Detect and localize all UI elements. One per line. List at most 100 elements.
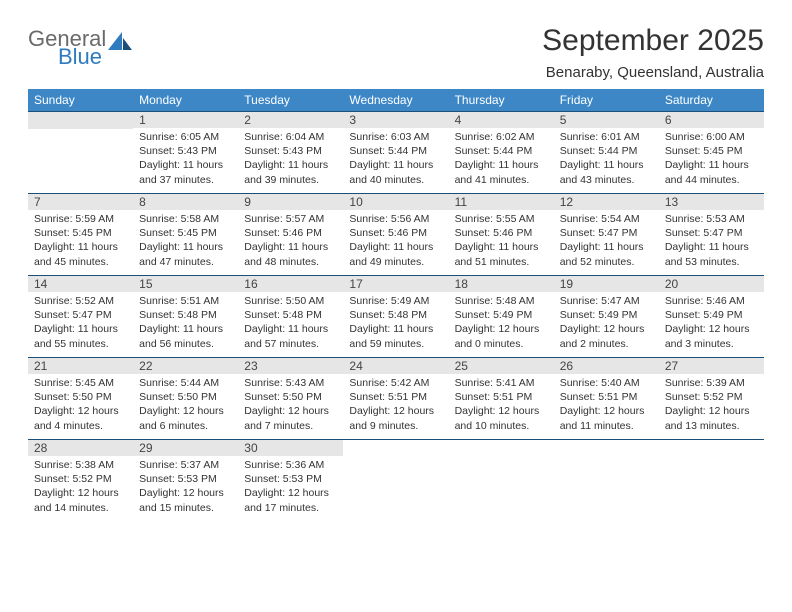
day-number: 18 bbox=[449, 276, 554, 292]
day-number: 25 bbox=[449, 358, 554, 374]
weekday-row: SundayMondayTuesdayWednesdayThursdayFrid… bbox=[28, 89, 764, 112]
day-details: Sunrise: 6:05 AMSunset: 5:43 PMDaylight:… bbox=[133, 128, 238, 191]
day-number: 20 bbox=[659, 276, 764, 292]
day-number: 19 bbox=[554, 276, 659, 292]
day-details: Sunrise: 5:44 AMSunset: 5:50 PMDaylight:… bbox=[133, 374, 238, 437]
calendar-week: 21Sunrise: 5:45 AMSunset: 5:50 PMDayligh… bbox=[28, 358, 764, 440]
calendar-cell: 3Sunrise: 6:03 AMSunset: 5:44 PMDaylight… bbox=[343, 112, 448, 194]
day-details: Sunrise: 6:03 AMSunset: 5:44 PMDaylight:… bbox=[343, 128, 448, 191]
day-details: Sunrise: 5:55 AMSunset: 5:46 PMDaylight:… bbox=[449, 210, 554, 273]
day-number: 12 bbox=[554, 194, 659, 210]
day-number: 9 bbox=[238, 194, 343, 210]
calendar-week: 28Sunrise: 5:38 AMSunset: 5:52 PMDayligh… bbox=[28, 440, 764, 522]
calendar-cell: 4Sunrise: 6:02 AMSunset: 5:44 PMDaylight… bbox=[449, 112, 554, 194]
day-details: Sunrise: 5:59 AMSunset: 5:45 PMDaylight:… bbox=[28, 210, 133, 273]
calendar-cell: 10Sunrise: 5:56 AMSunset: 5:46 PMDayligh… bbox=[343, 194, 448, 276]
day-number: 1 bbox=[133, 112, 238, 128]
day-details: Sunrise: 5:36 AMSunset: 5:53 PMDaylight:… bbox=[238, 456, 343, 519]
calendar-cell: 12Sunrise: 5:54 AMSunset: 5:47 PMDayligh… bbox=[554, 194, 659, 276]
calendar-cell: 26Sunrise: 5:40 AMSunset: 5:51 PMDayligh… bbox=[554, 358, 659, 440]
calendar-cell bbox=[343, 440, 448, 522]
day-number: 10 bbox=[343, 194, 448, 210]
calendar-cell: 13Sunrise: 5:53 AMSunset: 5:47 PMDayligh… bbox=[659, 194, 764, 276]
weekday-header: Sunday bbox=[28, 89, 133, 112]
day-details: Sunrise: 5:43 AMSunset: 5:50 PMDaylight:… bbox=[238, 374, 343, 437]
calendar-cell: 5Sunrise: 6:01 AMSunset: 5:44 PMDaylight… bbox=[554, 112, 659, 194]
location-text: Benaraby, Queensland, Australia bbox=[542, 64, 764, 81]
day-number-empty bbox=[28, 112, 133, 129]
calendar-body: 1Sunrise: 6:05 AMSunset: 5:43 PMDaylight… bbox=[28, 112, 764, 522]
calendar-cell: 20Sunrise: 5:46 AMSunset: 5:49 PMDayligh… bbox=[659, 276, 764, 358]
day-number: 16 bbox=[238, 276, 343, 292]
calendar-cell: 17Sunrise: 5:49 AMSunset: 5:48 PMDayligh… bbox=[343, 276, 448, 358]
day-details: Sunrise: 5:39 AMSunset: 5:52 PMDaylight:… bbox=[659, 374, 764, 437]
day-number: 26 bbox=[554, 358, 659, 374]
calendar-table: SundayMondayTuesdayWednesdayThursdayFrid… bbox=[28, 89, 764, 522]
calendar-cell: 1Sunrise: 6:05 AMSunset: 5:43 PMDaylight… bbox=[133, 112, 238, 194]
weekday-header: Wednesday bbox=[343, 89, 448, 112]
calendar-cell: 23Sunrise: 5:43 AMSunset: 5:50 PMDayligh… bbox=[238, 358, 343, 440]
calendar-cell bbox=[659, 440, 764, 522]
calendar-cell: 27Sunrise: 5:39 AMSunset: 5:52 PMDayligh… bbox=[659, 358, 764, 440]
day-number: 21 bbox=[28, 358, 133, 374]
day-number: 7 bbox=[28, 194, 133, 210]
day-details: Sunrise: 5:41 AMSunset: 5:51 PMDaylight:… bbox=[449, 374, 554, 437]
weekday-header: Thursday bbox=[449, 89, 554, 112]
calendar-cell: 29Sunrise: 5:37 AMSunset: 5:53 PMDayligh… bbox=[133, 440, 238, 522]
day-details: Sunrise: 5:58 AMSunset: 5:45 PMDaylight:… bbox=[133, 210, 238, 273]
day-details: Sunrise: 5:42 AMSunset: 5:51 PMDaylight:… bbox=[343, 374, 448, 437]
day-number: 17 bbox=[343, 276, 448, 292]
calendar-page: General Blue September 2025 Benaraby, Qu… bbox=[0, 0, 792, 532]
calendar-week: 1Sunrise: 6:05 AMSunset: 5:43 PMDaylight… bbox=[28, 112, 764, 194]
calendar-cell: 28Sunrise: 5:38 AMSunset: 5:52 PMDayligh… bbox=[28, 440, 133, 522]
calendar-cell: 6Sunrise: 6:00 AMSunset: 5:45 PMDaylight… bbox=[659, 112, 764, 194]
day-number: 28 bbox=[28, 440, 133, 456]
day-number: 24 bbox=[343, 358, 448, 374]
day-number: 11 bbox=[449, 194, 554, 210]
calendar-cell: 24Sunrise: 5:42 AMSunset: 5:51 PMDayligh… bbox=[343, 358, 448, 440]
weekday-header: Monday bbox=[133, 89, 238, 112]
calendar-head: SundayMondayTuesdayWednesdayThursdayFrid… bbox=[28, 89, 764, 112]
day-number: 27 bbox=[659, 358, 764, 374]
weekday-header: Friday bbox=[554, 89, 659, 112]
day-details: Sunrise: 5:52 AMSunset: 5:47 PMDaylight:… bbox=[28, 292, 133, 355]
day-details: Sunrise: 5:46 AMSunset: 5:49 PMDaylight:… bbox=[659, 292, 764, 355]
logo: General Blue bbox=[28, 24, 132, 68]
month-title: September 2025 bbox=[542, 24, 764, 58]
day-details: Sunrise: 5:51 AMSunset: 5:48 PMDaylight:… bbox=[133, 292, 238, 355]
calendar-cell: 21Sunrise: 5:45 AMSunset: 5:50 PMDayligh… bbox=[28, 358, 133, 440]
day-details: Sunrise: 6:01 AMSunset: 5:44 PMDaylight:… bbox=[554, 128, 659, 191]
day-number: 23 bbox=[238, 358, 343, 374]
day-details: Sunrise: 5:53 AMSunset: 5:47 PMDaylight:… bbox=[659, 210, 764, 273]
day-number: 8 bbox=[133, 194, 238, 210]
day-details: Sunrise: 5:45 AMSunset: 5:50 PMDaylight:… bbox=[28, 374, 133, 437]
logo-text-blue: Blue bbox=[58, 46, 132, 68]
day-number: 2 bbox=[238, 112, 343, 128]
page-header: General Blue September 2025 Benaraby, Qu… bbox=[28, 24, 764, 81]
day-details: Sunrise: 6:00 AMSunset: 5:45 PMDaylight:… bbox=[659, 128, 764, 191]
day-details: Sunrise: 5:37 AMSunset: 5:53 PMDaylight:… bbox=[133, 456, 238, 519]
calendar-cell: 9Sunrise: 5:57 AMSunset: 5:46 PMDaylight… bbox=[238, 194, 343, 276]
day-details: Sunrise: 5:54 AMSunset: 5:47 PMDaylight:… bbox=[554, 210, 659, 273]
day-number: 13 bbox=[659, 194, 764, 210]
day-number: 3 bbox=[343, 112, 448, 128]
day-details: Sunrise: 5:48 AMSunset: 5:49 PMDaylight:… bbox=[449, 292, 554, 355]
calendar-cell: 11Sunrise: 5:55 AMSunset: 5:46 PMDayligh… bbox=[449, 194, 554, 276]
calendar-week: 7Sunrise: 5:59 AMSunset: 5:45 PMDaylight… bbox=[28, 194, 764, 276]
calendar-cell: 15Sunrise: 5:51 AMSunset: 5:48 PMDayligh… bbox=[133, 276, 238, 358]
day-number: 29 bbox=[133, 440, 238, 456]
calendar-cell: 30Sunrise: 5:36 AMSunset: 5:53 PMDayligh… bbox=[238, 440, 343, 522]
calendar-cell bbox=[449, 440, 554, 522]
calendar-cell: 14Sunrise: 5:52 AMSunset: 5:47 PMDayligh… bbox=[28, 276, 133, 358]
day-details: Sunrise: 5:38 AMSunset: 5:52 PMDaylight:… bbox=[28, 456, 133, 519]
calendar-cell: 2Sunrise: 6:04 AMSunset: 5:43 PMDaylight… bbox=[238, 112, 343, 194]
day-details: Sunrise: 5:47 AMSunset: 5:49 PMDaylight:… bbox=[554, 292, 659, 355]
day-number: 5 bbox=[554, 112, 659, 128]
day-details: Sunrise: 5:56 AMSunset: 5:46 PMDaylight:… bbox=[343, 210, 448, 273]
day-details: Sunrise: 6:02 AMSunset: 5:44 PMDaylight:… bbox=[449, 128, 554, 191]
calendar-cell: 19Sunrise: 5:47 AMSunset: 5:49 PMDayligh… bbox=[554, 276, 659, 358]
day-number: 15 bbox=[133, 276, 238, 292]
weekday-header: Tuesday bbox=[238, 89, 343, 112]
calendar-cell bbox=[554, 440, 659, 522]
calendar-week: 14Sunrise: 5:52 AMSunset: 5:47 PMDayligh… bbox=[28, 276, 764, 358]
